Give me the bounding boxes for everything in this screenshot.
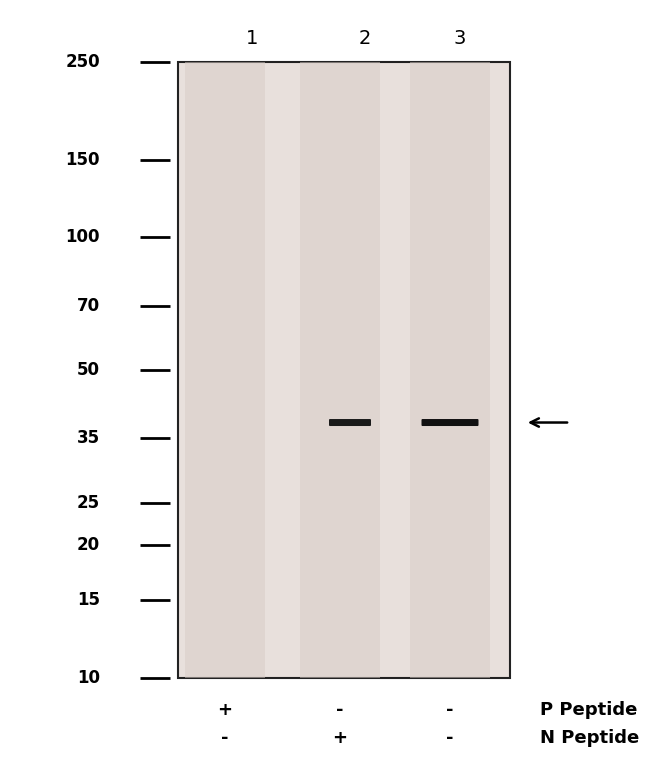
Text: 100: 100: [66, 228, 100, 246]
Text: 35: 35: [77, 430, 100, 447]
FancyBboxPatch shape: [329, 419, 371, 426]
Bar: [185, 62, 265, 678]
Text: 10: 10: [77, 669, 100, 687]
FancyBboxPatch shape: [421, 419, 478, 426]
Text: 15: 15: [77, 591, 100, 609]
Text: +: +: [333, 729, 348, 747]
Text: N Peptide: N Peptide: [540, 729, 639, 747]
Text: 250: 250: [66, 53, 100, 71]
Text: -: -: [447, 729, 454, 747]
Text: 2: 2: [359, 28, 371, 48]
Text: 50: 50: [77, 361, 100, 379]
Text: P Peptide: P Peptide: [540, 701, 638, 719]
Text: -: -: [336, 701, 344, 719]
Bar: [300, 62, 380, 678]
Bar: [410, 62, 490, 678]
Text: -: -: [447, 701, 454, 719]
Text: 20: 20: [77, 536, 100, 554]
Text: 1: 1: [246, 28, 258, 48]
Text: +: +: [218, 701, 233, 719]
Text: -: -: [221, 729, 229, 747]
Text: 150: 150: [66, 151, 100, 169]
Bar: [178, 62, 510, 678]
Text: 3: 3: [454, 28, 466, 48]
Text: 70: 70: [77, 296, 100, 314]
Text: 25: 25: [77, 494, 100, 512]
